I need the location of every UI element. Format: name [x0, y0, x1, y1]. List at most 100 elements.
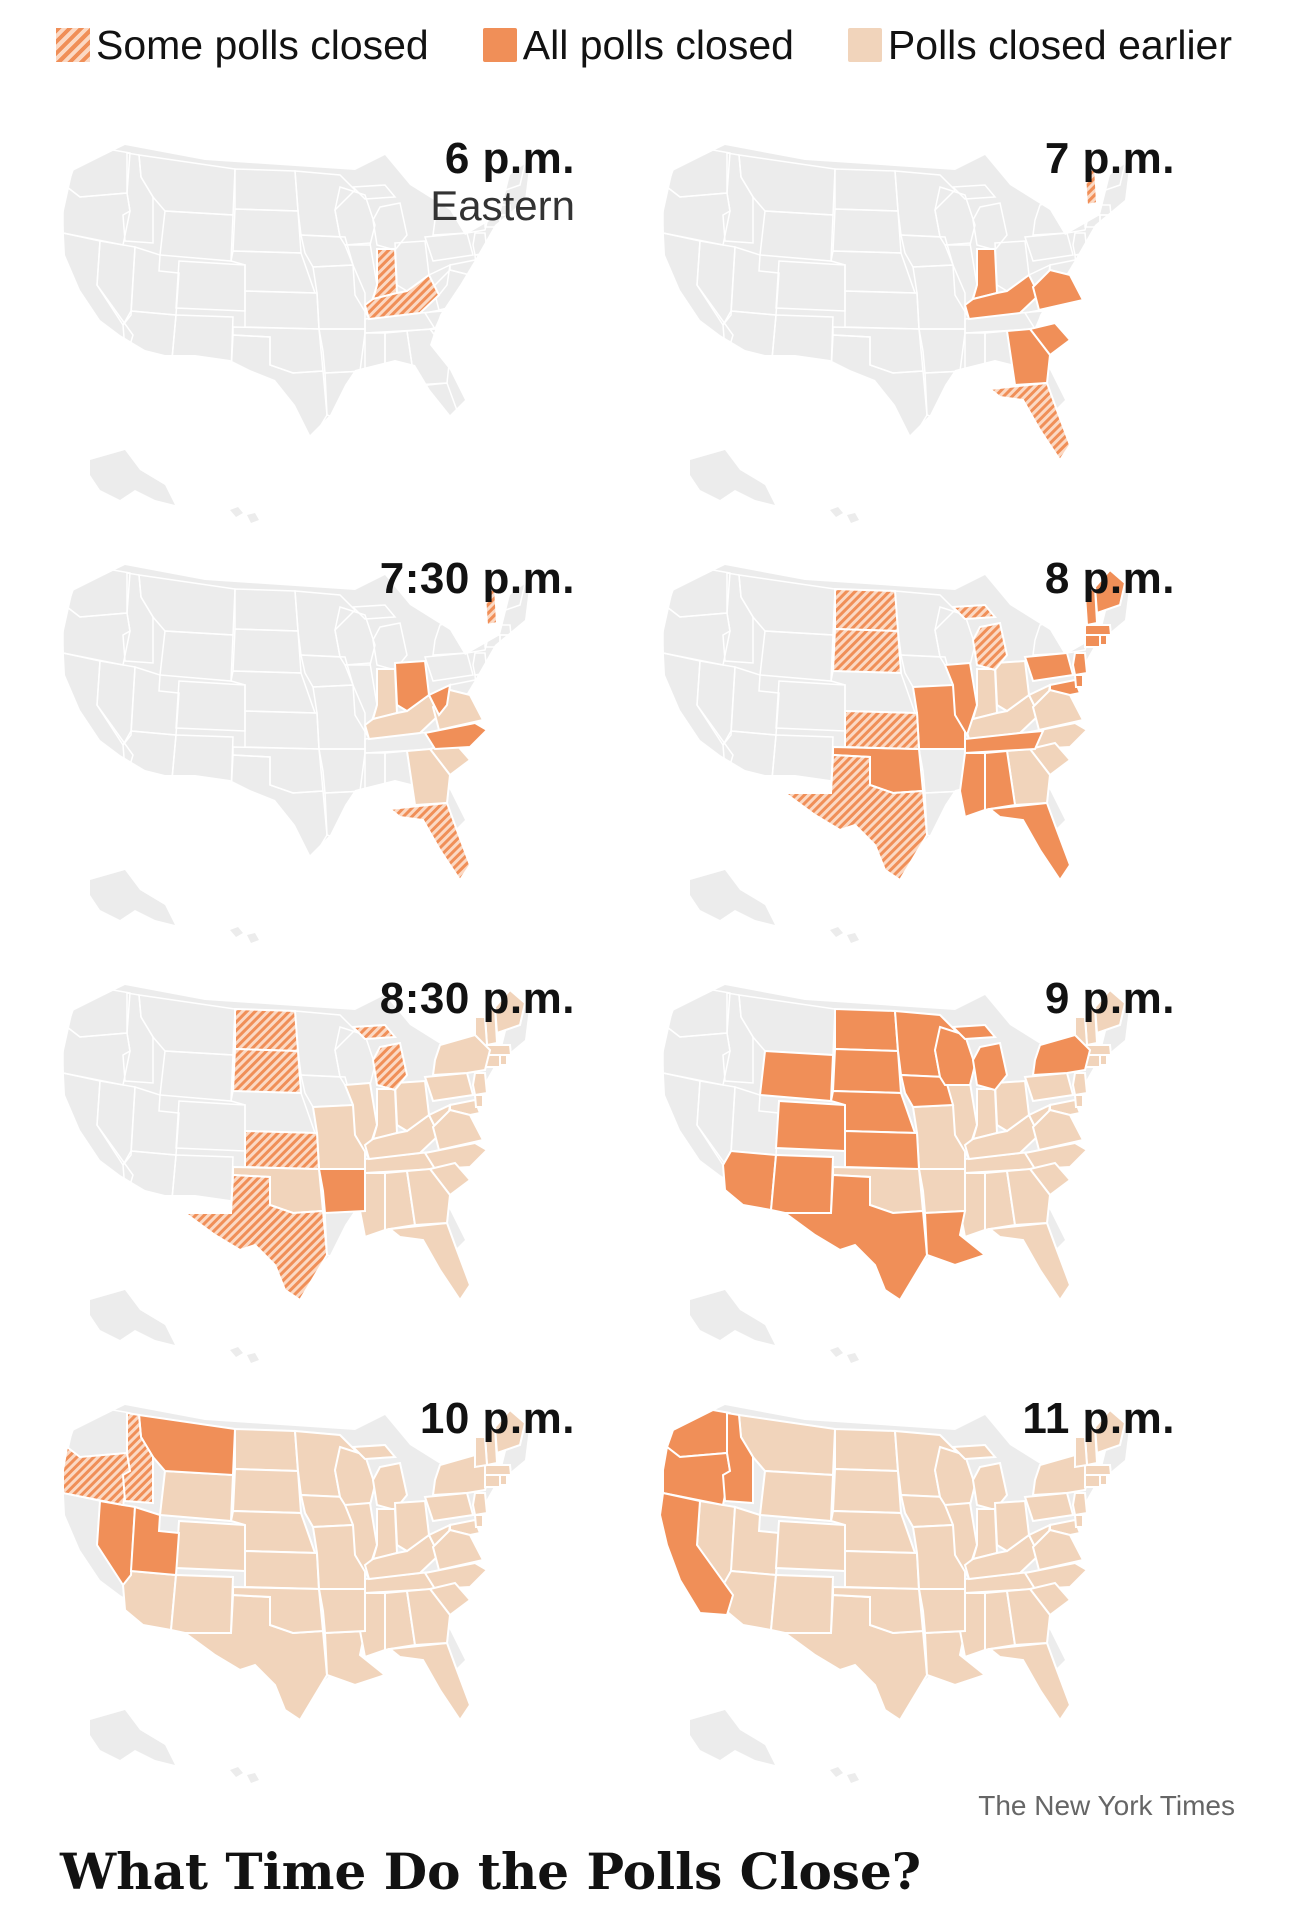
state-border-connecticut — [1084, 214, 1101, 228]
state-utah-all-closed — [129, 1505, 181, 1577]
state-border-florida — [388, 382, 471, 462]
map-panels-grid: 6 p.m. Eastern 7 p.m. 7:30 p.m. 8 p.m. 8:30 p… — [55, 115, 1235, 1795]
panel-time-label: 8 p.m. — [1044, 554, 1175, 603]
state-colorado-all-closed — [774, 1099, 846, 1153]
state-border-new-hampshire — [484, 165, 498, 206]
state-indiana-closed-earlier — [971, 1088, 999, 1141]
state-virginia-all-closed — [1031, 268, 1085, 312]
state-georgia-closed-earlier — [405, 1587, 452, 1647]
state-maryland-all-closed — [1049, 678, 1082, 697]
state-border-new-york — [1032, 194, 1091, 236]
state-kansas-closed-earlier — [244, 1549, 321, 1591]
state-border-rhode-island — [1099, 214, 1108, 226]
state-border-massachusetts — [484, 204, 512, 216]
hatched-swatch-icon — [56, 28, 90, 62]
map-panel-7-30-p-m: 7:30 p.m. — [55, 535, 635, 955]
map-panel-11-p-m: 11 p.m. — [655, 1375, 1235, 1795]
hawaii-shape — [830, 927, 859, 943]
state-texas-all-closed — [781, 1173, 929, 1302]
state-virginia-closed-earlier — [431, 1108, 485, 1152]
state-connecticut-closed-earlier — [484, 1474, 501, 1488]
state-kansas-some-closed — [844, 709, 921, 751]
contiguous-us-base — [63, 145, 530, 435]
alaska-shape — [690, 450, 775, 505]
panel-time-label: 9 p.m. — [1044, 974, 1175, 1023]
state-pennsylvania-all-closed — [1023, 651, 1075, 683]
state-new-jersey-closed-earlier — [471, 1072, 489, 1097]
state-border-lines — [59, 568, 526, 882]
us-map — [59, 985, 530, 1363]
state-kentucky-some-closed — [363, 273, 441, 321]
state-wyoming-closed-earlier — [758, 1469, 835, 1523]
panel-time-label: 7 p.m. — [1044, 134, 1175, 183]
state-florida-closed-earlier — [387, 1221, 472, 1302]
state-florida-closed-earlier — [987, 1641, 1072, 1722]
legend-item-some-polls-closed: Some polls closed — [56, 22, 429, 69]
state-border-nevada — [696, 240, 736, 327]
state-tennessee-all-closed — [964, 729, 1045, 755]
state-border-louisiana — [324, 790, 387, 846]
state-new-jersey-closed-earlier — [1071, 1072, 1089, 1097]
state-border-delaware — [1074, 254, 1084, 268]
state-border-wisconsin — [334, 606, 376, 666]
state-virginia-closed-earlier — [1031, 1528, 1085, 1572]
state-border-texas — [782, 334, 928, 462]
state-north-dakota-closed-earlier — [834, 1427, 900, 1473]
state-virginia-closed-earlier — [1031, 1108, 1085, 1152]
state-kansas-closed-earlier — [844, 1549, 921, 1591]
state-west-virginia-all-closed — [427, 683, 452, 717]
us-map — [659, 145, 1130, 523]
hawaii-shape — [830, 1347, 859, 1363]
state-border-new-jersey — [1072, 232, 1088, 256]
panel-time-label: 7:30 p.m. — [379, 554, 575, 603]
alaska-shape — [90, 1710, 175, 1765]
alaska-shape — [690, 1710, 775, 1765]
state-south-dakota-closed-earlier — [231, 1467, 303, 1515]
state-virginia-closed-earlier — [1031, 688, 1085, 732]
state-border-connecticut — [484, 634, 501, 648]
state-wyoming-all-closed — [758, 1049, 835, 1103]
state-border-new-jersey — [472, 232, 488, 256]
panel-zone-label: Eastern — [430, 182, 575, 229]
legend-item-polls-closed-earlier: Polls closed earlier — [847, 22, 1232, 69]
map-panel-7-p-m: 7 p.m. — [655, 115, 1235, 535]
state-illinois-all-closed — [943, 661, 979, 738]
state-border-louisiana — [324, 370, 387, 426]
state-michigan-some-closed — [350, 1023, 409, 1092]
state-border-virginia — [432, 269, 485, 311]
state-south-dakota-some-closed — [831, 627, 903, 675]
state-ohio-closed-earlier — [393, 1079, 431, 1133]
light-swatch-icon — [847, 28, 882, 62]
state-border-new-york — [432, 194, 491, 236]
legend-label-some: Some polls closed — [96, 21, 429, 68]
state-border-oregon — [662, 605, 731, 666]
state-iowa-all-closed — [899, 1073, 955, 1109]
hawaii-shape — [230, 1767, 259, 1783]
state-idaho-all-closed — [721, 1411, 754, 1505]
state-border-georgia — [406, 328, 451, 386]
state-south-dakota-all-closed — [831, 1047, 903, 1095]
state-colorado-closed-earlier — [174, 1519, 246, 1573]
state-border-massachusetts — [484, 624, 512, 636]
state-virginia-closed-earlier — [431, 1528, 485, 1572]
state-border-oregon — [662, 185, 731, 246]
state-border-wisconsin — [934, 186, 976, 246]
state-border-lines — [59, 148, 526, 462]
state-new-mexico-closed-earlier — [169, 1573, 235, 1634]
state-border-north-carolina — [423, 302, 489, 330]
state-north-carolina-closed-earlier — [423, 1561, 489, 1591]
state-south-dakota-some-closed — [231, 1047, 303, 1095]
state-north-dakota-some-closed — [234, 1007, 300, 1053]
state-delaware-closed-earlier — [1073, 1514, 1084, 1528]
state-north-dakota-all-closed — [834, 1007, 900, 1053]
state-border-delaware — [474, 674, 484, 688]
state-indiana-closed-earlier — [371, 668, 399, 721]
credit-line: The New York Times — [978, 1790, 1235, 1821]
state-new-hampshire-all-closed — [1083, 585, 1099, 627]
legend-label-all: All polls closed — [522, 21, 794, 68]
state-border-nevada — [96, 240, 136, 327]
state-ohio-closed-earlier — [993, 659, 1031, 713]
state-border-oregon — [62, 185, 131, 246]
state-connecticut-all-closed — [1084, 634, 1101, 648]
panel-time-label: 11 p.m. — [1022, 1394, 1175, 1443]
